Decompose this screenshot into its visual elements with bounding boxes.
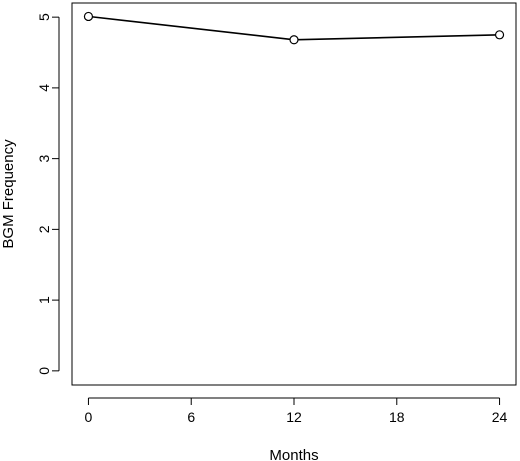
y-tick-label: 1 [36,296,52,304]
x-axis: 0 6 12 18 24 [85,397,508,425]
data-point [289,35,299,45]
x-tick-label: 6 [187,409,195,425]
x-tick-label: 24 [492,409,508,425]
data-point [83,11,94,22]
x-tick-label: 12 [286,409,302,425]
x-tick-label: 18 [389,409,405,425]
y-axis-title: BGM Frequency [0,139,17,249]
series-layer [83,11,505,45]
series-line-segment [92,16,291,41]
x-axis-title: Months [269,447,318,461]
y-tick-label: 5 [36,13,52,21]
y-axis: 0 1 2 3 4 5 [36,13,60,375]
series-line-segment [297,34,496,41]
y-tick-label: 2 [36,225,52,233]
y-tick-label: 3 [36,155,52,163]
x-tick-label: 0 [85,409,93,425]
y-tick-label: 4 [36,84,52,92]
plot-frame [71,2,517,386]
y-tick-label: 0 [36,367,52,375]
data-point [494,30,505,40]
